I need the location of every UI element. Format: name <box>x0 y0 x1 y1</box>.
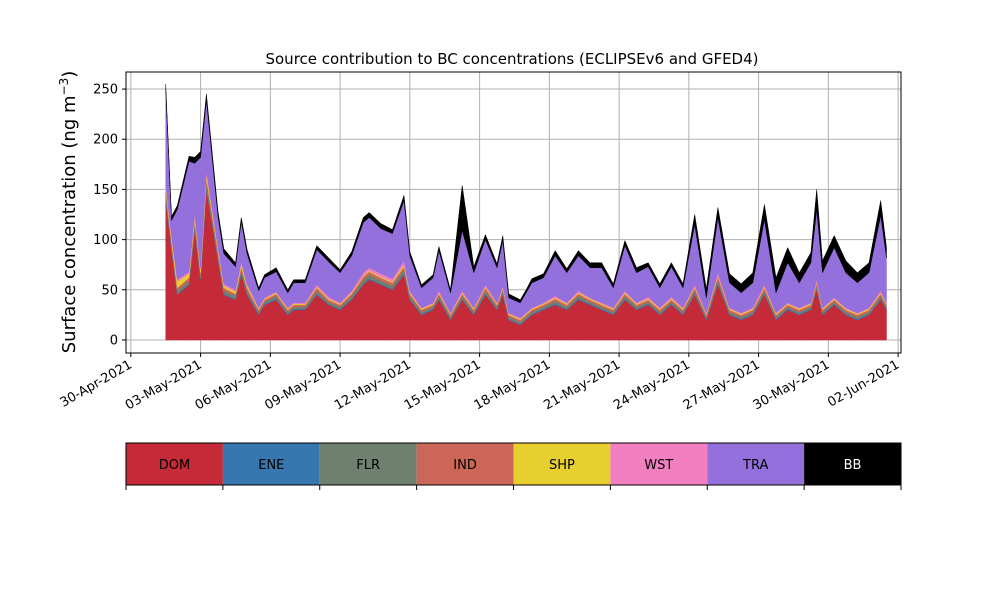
legend-label-ind: IND <box>453 458 477 473</box>
y-axis-label: Surface concentration (ng m−3) <box>57 71 80 354</box>
legend-swatch-tra <box>707 443 805 485</box>
legend-label-wst: WST <box>644 458 673 473</box>
x-tick-label: 09-May-2021 <box>262 357 344 413</box>
x-tick-label: 15-May-2021 <box>402 357 484 413</box>
plot-frame <box>125 71 902 354</box>
y-tick-label: 50 <box>101 283 118 298</box>
x-tick-label: 21-May-2021 <box>541 357 623 413</box>
legend-swatch-bb <box>804 443 901 485</box>
legend-label-flr: FLR <box>356 458 380 473</box>
x-tick-label: 06-May-2021 <box>193 357 275 413</box>
legend-swatch-flr <box>319 443 417 485</box>
x-tick-label: 03-May-2021 <box>123 357 205 413</box>
chart-title: Source contribution to BC concentrations… <box>265 50 758 68</box>
legend-label-shp: SHP <box>549 458 575 473</box>
legend: DOM ENE FLR IND SHP WST TRA BB <box>125 442 902 490</box>
legend-swatch-shp <box>513 443 611 485</box>
legend-swatch-ind <box>416 443 514 485</box>
legend-swatch-ene <box>222 443 320 485</box>
legend-label-dom: DOM <box>159 458 190 473</box>
stacked-areas <box>165 83 887 341</box>
y-tick-label: 150 <box>93 183 118 198</box>
legend-swatch-wst <box>610 443 708 485</box>
x-tick-label: 02-Jun-2021 <box>825 357 902 410</box>
x-tick-label: 24-May-2021 <box>611 357 693 413</box>
legend-label-tra: TRA <box>742 458 768 473</box>
x-tick-label: 27-May-2021 <box>681 357 763 413</box>
y-tick-label: 200 <box>93 133 118 148</box>
legend-label-ene: ENE <box>258 458 284 473</box>
x-tick-label: 12-May-2021 <box>332 357 414 413</box>
y-tick-label: 100 <box>93 233 118 248</box>
y-axis: 0 50 100 150 200 250 <box>93 83 126 348</box>
y-tick-label: 0 <box>110 333 118 348</box>
y-tick-label: 250 <box>93 83 118 98</box>
legend-swatch-dom <box>126 443 223 485</box>
x-tick-label: 30-May-2021 <box>751 357 833 413</box>
legend-label-bb: BB <box>844 458 862 473</box>
x-tick-label: 18-May-2021 <box>472 357 554 413</box>
x-axis: 30-Apr-202103-May-202106-May-202109-May-… <box>58 353 902 413</box>
area-bb <box>165 83 887 304</box>
